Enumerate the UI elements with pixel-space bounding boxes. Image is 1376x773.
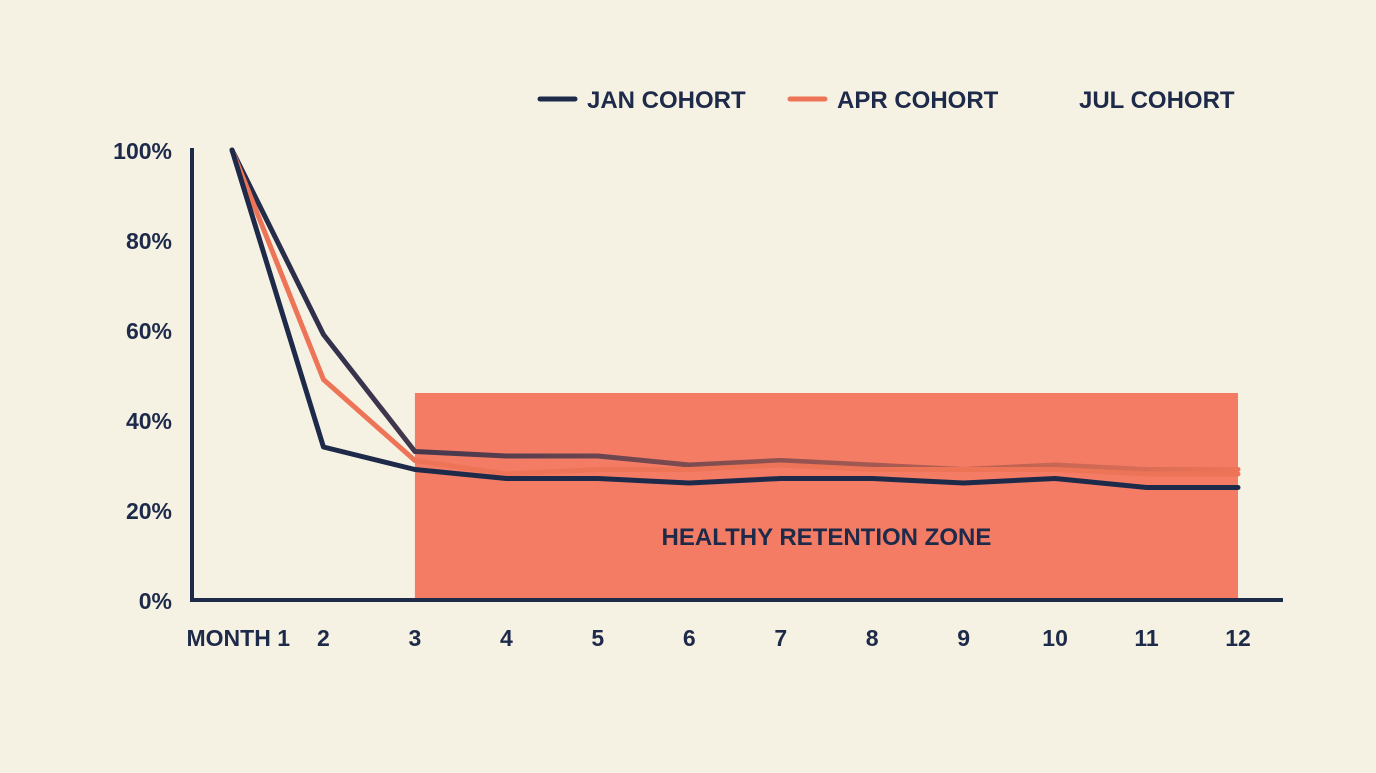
x-tick-label: 10: [1042, 625, 1068, 651]
x-tick-label: 3: [409, 625, 422, 651]
legend-label: JAN COHORT: [587, 87, 746, 114]
x-tick-label: 9: [957, 625, 970, 651]
y-tick-label: 60%: [126, 318, 172, 344]
legend-label: JUL COHORT: [1079, 87, 1235, 114]
y-tick-label: 0%: [139, 588, 172, 614]
x-tick-label: MONTH 1: [187, 625, 291, 651]
zone-label: HEALTHY RETENTION ZONE: [662, 524, 992, 551]
y-tick-label: 100%: [113, 138, 172, 164]
x-tick-label: 6: [683, 625, 696, 651]
x-tick-label: 4: [500, 625, 513, 651]
y-tick-label: 20%: [126, 498, 172, 524]
x-tick-label: 5: [591, 625, 604, 651]
x-tick-label: 12: [1225, 625, 1251, 651]
healthy-retention-zone: [415, 393, 1238, 600]
x-tick-label: 2: [317, 625, 330, 651]
legend-label: APR COHORT: [837, 87, 999, 114]
y-tick-label: 80%: [126, 228, 172, 254]
x-tick-label: 7: [774, 625, 787, 651]
x-tick-label: 11: [1134, 625, 1159, 651]
x-tick-label: 8: [866, 625, 879, 651]
y-tick-label: 40%: [126, 408, 172, 434]
